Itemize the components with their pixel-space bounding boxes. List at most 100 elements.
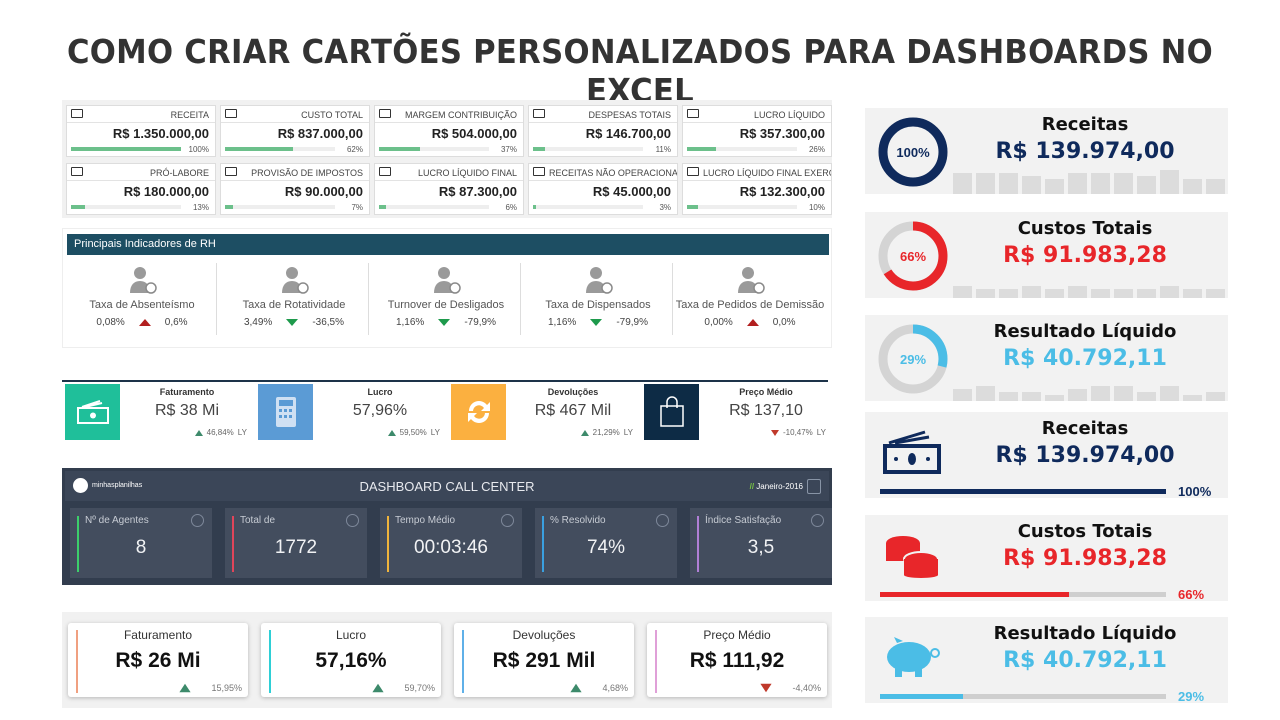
kpi-card: Devoluções R$ 467 Mil 21,29% LY <box>451 384 639 440</box>
change-suffix: LY <box>623 428 633 437</box>
card-header: RECEITA <box>67 106 215 123</box>
triangle-up-icon <box>580 429 589 436</box>
card-header: MARGEM CONTRIBUIÇÃO <box>375 106 523 123</box>
indicator-value: 1,16% <box>547 317 577 328</box>
spark-bar <box>1022 176 1041 194</box>
indicator-values: 3,49% -36,5% <box>219 317 369 328</box>
accent-bar <box>462 630 464 693</box>
spark-bar <box>1091 173 1110 194</box>
kpi-change: 59,50% LY <box>387 428 440 437</box>
progress-bar <box>379 205 489 209</box>
money-icon <box>533 167 545 176</box>
card-percent: 10% <box>808 203 825 212</box>
spark-bar <box>1160 170 1179 194</box>
sales-cards-panel: Faturamento R$ 26 Mi 15,95% Lucro 57,16% 59,7… <box>62 612 832 708</box>
kpi-label: Lucro <box>367 387 393 397</box>
call-center-panel: minhasplanilhas DASHBOARD CALL CENTER //… <box>62 468 832 585</box>
card-header: CUSTO TOTAL <box>221 106 369 123</box>
spark-bar <box>1022 392 1041 401</box>
progress-fill <box>687 147 716 151</box>
card-label: % Resolvido <box>550 515 606 526</box>
indicator-value: 0,00% <box>704 317 733 328</box>
indicator-label: Taxa de Rotatividade <box>242 299 346 311</box>
call-center-card: Nº de Agentes 8 <box>70 508 212 578</box>
indicator-label: Turnover de Desligados <box>387 299 505 311</box>
date-label: // Janeiro-2016 <box>750 482 803 491</box>
date-prefix: // <box>749 482 755 491</box>
call-center-card: Índice Satisfação 3,5 <box>690 508 832 578</box>
finance-cards-panel: RECEITA R$ 1.350.000,00 100% CUSTO TOTAL R$ … <box>62 100 832 218</box>
call-center-card: % Resolvido 74% <box>535 508 677 578</box>
card-title: Custos Totais <box>1017 218 1153 239</box>
progress-percent: 66% <box>1178 587 1205 602</box>
spark-bar <box>976 173 995 194</box>
change-value: 59,50% <box>399 428 427 437</box>
kpi-change: 46,84% LY <box>194 428 247 437</box>
user-swap-icon <box>431 265 461 295</box>
logo-text: minhasplanilhas <box>92 482 143 489</box>
triangle-down-icon <box>590 319 603 326</box>
kpi-change: 21,29% LY <box>580 428 633 437</box>
card-value: R$ 146.700,00 <box>585 126 671 141</box>
spark-bar <box>1206 392 1225 401</box>
spark-bar <box>1137 392 1156 401</box>
indicator-values: 0,08% 0,6% <box>67 317 217 328</box>
progress-percent: 100% <box>1178 484 1212 499</box>
finance-card: RECEITAS NÃO OPERACIONAIS R$ 45.000,00 3% <box>528 163 678 215</box>
indicator-value: 3,49% <box>243 317 273 328</box>
card-header: PROVISÃO DE IMPOSTOS <box>221 164 369 181</box>
money-icon <box>65 384 120 440</box>
spark-bar <box>1114 386 1133 401</box>
finance-card: LUCRO LÍQUIDO R$ 357.300,00 26% <box>682 105 832 157</box>
triangle-up-icon <box>179 683 192 693</box>
sales-card: Lucro 57,16% 59,70% <box>261 623 441 697</box>
resignation-icon <box>735 265 765 295</box>
kpi-block-panel: Faturamento R$ 38 Mi 46,84% LY Lucro 57,96% 59… <box>62 378 832 442</box>
change-suffix: LY <box>816 428 826 437</box>
finance-card: RECEITA R$ 1.350.000,00 100% <box>66 105 216 157</box>
sales-card: Preço Médio R$ 111,92 -4,40% <box>647 623 827 697</box>
card-value: R$ 91.983,28 <box>1003 243 1167 268</box>
card-title: Custos Totais <box>1017 521 1153 542</box>
card-percent: 100% <box>188 145 209 154</box>
triangle-up-icon <box>387 429 396 436</box>
triangle-down-icon <box>438 319 451 326</box>
card-value: 57,16% <box>315 649 387 672</box>
progress-fill <box>225 147 294 151</box>
divider <box>216 263 217 335</box>
call-center-header: minhasplanilhas DASHBOARD CALL CENTER //… <box>65 471 829 501</box>
change-value: 46,84% <box>206 428 234 437</box>
card-title: Resultado Líquido <box>993 623 1177 644</box>
accent-bar <box>697 516 699 572</box>
piggy-bank-icon <box>883 635 943 680</box>
calendar-icon[interactable] <box>807 479 821 494</box>
card-value: R$ 90.000,00 <box>284 184 363 199</box>
spark-bar <box>1068 389 1087 401</box>
card-value: R$ 357.300,00 <box>739 126 825 141</box>
card-percent: 3% <box>659 203 671 212</box>
card-title: Receitas <box>1041 418 1129 439</box>
change-suffix: LY <box>430 428 440 437</box>
progress-fill <box>880 592 1069 597</box>
spark-bar <box>1114 289 1133 298</box>
spark-bar <box>1183 179 1202 194</box>
money-icon <box>883 430 943 475</box>
kpi-card: Faturamento R$ 38 Mi 46,84% LY <box>65 384 253 440</box>
card-value: R$ 26 Mi <box>115 649 201 672</box>
rh-indicator: Taxa de Dispensados 1,16% -79,9% <box>523 263 673 339</box>
triangle-up-icon <box>746 319 759 326</box>
indicator-change: 0,6% <box>164 317 188 328</box>
date-value: Janeiro-2016 <box>756 482 803 491</box>
phone-icon <box>656 514 669 527</box>
finance-card: LUCRO LÍQUIDO FINAL EXERCÍCIO R$ 132.300,… <box>682 163 832 215</box>
accent-bar <box>232 516 234 572</box>
triangle-down-icon <box>771 429 779 436</box>
triangle-up-icon <box>194 429 203 436</box>
money-icon <box>379 167 391 176</box>
card-label: Lucro <box>335 628 367 642</box>
call-center-card: Total de 1772 <box>225 508 367 578</box>
progress-bar <box>533 147 643 151</box>
progress-fill <box>225 205 233 209</box>
progress-bar <box>71 147 181 151</box>
card-value: R$ 45.000,00 <box>592 184 671 199</box>
